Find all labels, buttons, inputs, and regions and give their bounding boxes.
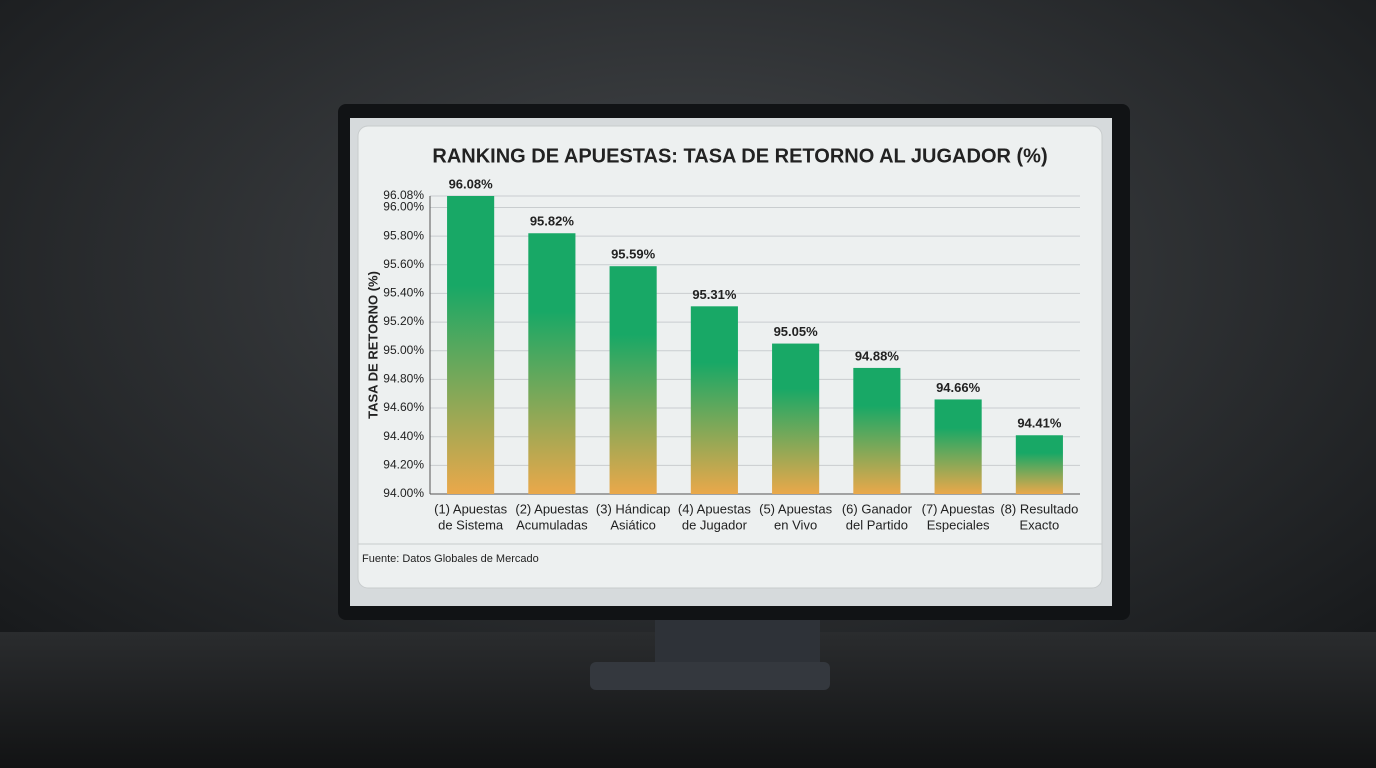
y-tick-label: 96.00% bbox=[383, 200, 424, 214]
y-tick-label: 95.40% bbox=[383, 286, 424, 300]
value-label: 94.88% bbox=[855, 348, 900, 363]
bar bbox=[1015, 435, 1063, 494]
x-tick-label: (6) Ganador bbox=[842, 501, 913, 516]
x-tick-label: (1) Apuestas bbox=[434, 501, 507, 516]
value-label: 94.41% bbox=[1017, 416, 1062, 431]
value-label: 95.31% bbox=[692, 287, 737, 302]
x-tick-label: Asiático bbox=[610, 517, 656, 532]
x-tick-label: en Vivo bbox=[774, 517, 817, 532]
value-label: 95.05% bbox=[774, 324, 819, 339]
y-tick-label: 94.00% bbox=[383, 486, 424, 500]
y-tick-label: 95.80% bbox=[383, 228, 424, 242]
x-tick-label: (2) Apuestas bbox=[515, 501, 588, 516]
y-tick-label: 94.40% bbox=[383, 429, 424, 443]
bar bbox=[853, 367, 901, 494]
source-note: Fuente: Datos Globales de Mercado bbox=[362, 553, 539, 565]
y-tick-label: 95.20% bbox=[383, 314, 424, 328]
bar bbox=[609, 266, 657, 494]
y-tick-label: 94.60% bbox=[383, 400, 424, 414]
value-label: 95.59% bbox=[611, 247, 656, 262]
bar bbox=[690, 306, 738, 494]
y-tick-label: 95.60% bbox=[383, 257, 424, 271]
value-label: 95.82% bbox=[530, 214, 575, 229]
value-label: 94.66% bbox=[936, 380, 981, 395]
y-tick-label: 95.00% bbox=[383, 343, 424, 357]
x-tick-label: del Partido bbox=[846, 517, 908, 532]
x-tick-label: (7) Apuestas bbox=[922, 501, 995, 516]
x-tick-label: (8) Resultado bbox=[1000, 501, 1078, 516]
bar bbox=[772, 343, 820, 494]
y-tick-label: 94.80% bbox=[383, 372, 424, 386]
bar bbox=[447, 196, 495, 494]
bar bbox=[528, 233, 576, 494]
x-tick-label: (5) Apuestas bbox=[759, 501, 832, 516]
y-tick-label: 94.20% bbox=[383, 458, 424, 472]
x-tick-label: (3) Hándicap bbox=[596, 501, 670, 516]
monitor-base bbox=[590, 662, 830, 690]
x-tick-label: Exacto bbox=[1020, 517, 1060, 532]
chart-title: RANKING DE APUESTAS: TASA DE RETORNO AL … bbox=[432, 145, 1047, 167]
x-tick-label: Especiales bbox=[927, 517, 990, 532]
value-label: 96.08% bbox=[449, 176, 494, 191]
y-axis-label: TASA DE RETORNO (%) bbox=[365, 271, 380, 419]
x-tick-label: Acumuladas bbox=[516, 517, 588, 532]
x-tick-label: de Sistema bbox=[438, 517, 504, 532]
x-tick-label: (4) Apuestas bbox=[678, 501, 751, 516]
bar bbox=[934, 399, 982, 494]
y-tick-label: 96.08% bbox=[383, 188, 424, 202]
x-tick-label: de Jugador bbox=[682, 517, 748, 532]
